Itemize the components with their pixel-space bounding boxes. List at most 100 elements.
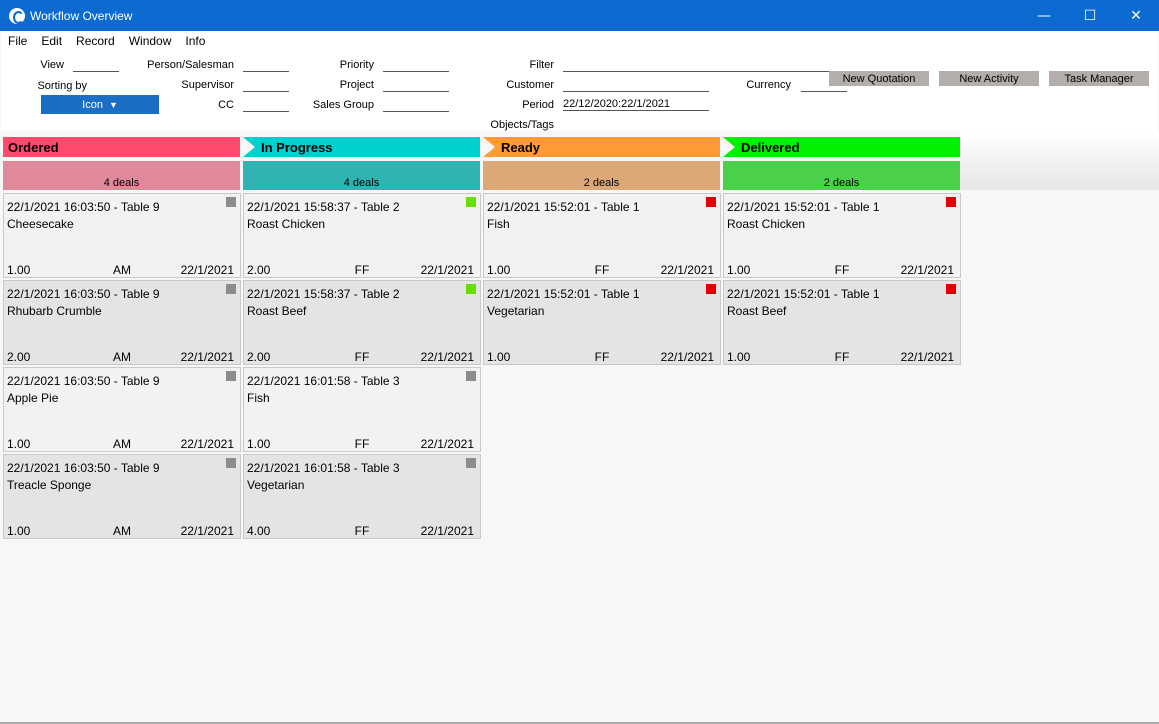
card-person: FF xyxy=(834,263,850,277)
supervisor-field[interactable] xyxy=(243,79,289,92)
card-title: 22/1/2021 15:52:01 - Table 1 xyxy=(487,200,640,214)
card-title: 22/1/2021 15:52:01 - Table 1 xyxy=(727,287,880,301)
new-activity-button[interactable]: New Activity xyxy=(939,71,1039,86)
chevron-down-icon: ▼ xyxy=(108,99,118,110)
filter-field[interactable] xyxy=(563,59,847,72)
card-person: FF xyxy=(834,350,850,364)
filter-label: Filter xyxy=(529,59,554,71)
status-square-icon xyxy=(466,284,476,294)
view-field[interactable] xyxy=(73,59,119,72)
menu-bar: File Edit Record Window Info xyxy=(1,31,1158,51)
sorting-dropdown[interactable]: Icon ▼ xyxy=(41,95,159,114)
card-title: 22/1/2021 15:52:01 - Table 1 xyxy=(727,200,880,214)
column-header-in-progress: In Progress xyxy=(243,137,480,157)
deal-card[interactable]: 22/1/2021 15:52:01 - Table 1 Fish 1.00 FF 22… xyxy=(483,193,721,278)
card-title: 22/1/2021 15:58:37 - Table 2 xyxy=(247,200,400,214)
deal-card[interactable]: 22/1/2021 15:58:37 - Table 2 Roast Chicke… xyxy=(243,193,481,278)
card-date: 22/1/2021 xyxy=(900,350,954,364)
status-square-icon xyxy=(226,458,236,468)
currency-field[interactable] xyxy=(801,79,847,92)
column-title: Delivered xyxy=(741,139,800,155)
deal-card[interactable]: 22/1/2021 16:03:50 - Table 9 Apple Pie 1.0… xyxy=(3,367,241,452)
card-person: AM xyxy=(113,350,131,364)
card-quantity: 1.00 xyxy=(487,350,511,364)
menu-file[interactable]: File xyxy=(8,34,28,48)
supervisor-label: Supervisor xyxy=(181,79,234,91)
objects-label: Objects/Tags xyxy=(490,119,554,131)
deal-card[interactable]: 22/1/2021 16:03:50 - Table 9 Cheesecake 1.… xyxy=(3,193,241,278)
menu-info[interactable]: Info xyxy=(185,34,206,48)
status-square-icon xyxy=(466,371,476,381)
menu-edit[interactable]: Edit xyxy=(41,34,63,48)
period-label: Period xyxy=(522,99,554,111)
maximize-button[interactable]: ☐ xyxy=(1083,7,1097,24)
card-quantity: 2.00 xyxy=(247,263,271,277)
menu-record[interactable]: Record xyxy=(76,34,115,48)
minimize-button[interactable]: — xyxy=(1037,7,1051,24)
customer-field[interactable] xyxy=(563,79,709,92)
person-label: Person/Salesman xyxy=(147,59,234,71)
priority-field[interactable] xyxy=(383,59,449,72)
card-person: AM xyxy=(113,263,131,277)
deal-card[interactable]: 22/1/2021 15:58:37 - Table 2 Roast Beef 2.… xyxy=(243,280,481,365)
title-bar: Workflow Overview — ☐ ✕ xyxy=(0,0,1159,31)
card-item-name: Fish xyxy=(487,217,510,231)
person-field[interactable] xyxy=(243,59,289,72)
app-logo-icon xyxy=(9,7,25,24)
status-square-icon xyxy=(706,284,716,294)
card-quantity: 1.00 xyxy=(247,437,271,451)
cc-label: CC xyxy=(218,99,234,111)
card-quantity: 1.00 xyxy=(7,524,31,538)
column-summary-delivered: 2 deals xyxy=(723,161,960,190)
board-header-fill xyxy=(960,131,1159,190)
column-summary-ordered: 4 deals xyxy=(3,161,240,190)
card-item-name: Apple Pie xyxy=(7,391,59,405)
column-summary-ready: 2 deals xyxy=(483,161,720,190)
workflow-board: Ordered 4 deals 22/1/2021 16:03:50 - Table… xyxy=(0,131,1159,724)
card-item-name: Roast Chicken xyxy=(247,217,326,231)
column-header-ready: Ready xyxy=(483,137,720,157)
status-square-icon xyxy=(226,284,236,294)
card-item-name: Roast Beef xyxy=(727,304,787,318)
card-person: FF xyxy=(354,263,370,277)
status-square-icon xyxy=(226,197,236,207)
card-item-name: Vegetarian xyxy=(247,478,305,492)
card-title: 22/1/2021 16:01:58 - Table 3 xyxy=(247,461,400,475)
column-title: Ready xyxy=(501,139,541,155)
deal-card[interactable]: 22/1/2021 15:52:01 - Table 1 Vegetarian 1.… xyxy=(483,280,721,365)
card-person: AM xyxy=(113,524,131,538)
card-title: 22/1/2021 15:52:01 - Table 1 xyxy=(487,287,640,301)
column-header-delivered: Delivered xyxy=(723,137,960,157)
card-item-name: Roast Beef xyxy=(247,304,307,318)
cc-field[interactable] xyxy=(243,99,289,112)
priority-label: Priority xyxy=(339,59,374,71)
card-quantity: 1.00 xyxy=(727,350,751,364)
card-date: 22/1/2021 xyxy=(660,350,714,364)
card-person: FF xyxy=(594,350,610,364)
card-person: FF xyxy=(354,524,370,538)
new-quotation-button[interactable]: New Quotation xyxy=(829,71,929,86)
card-date: 22/1/2021 xyxy=(180,524,234,538)
salesgroup-field[interactable] xyxy=(383,99,449,112)
deal-card[interactable]: 22/1/2021 16:01:58 - Table 3 Vegetarian 4.… xyxy=(243,454,481,539)
close-button[interactable]: ✕ xyxy=(1130,7,1142,24)
customer-label: Customer xyxy=(506,79,554,91)
project-field[interactable] xyxy=(383,79,449,92)
deal-card[interactable]: 22/1/2021 15:52:01 - Table 1 Roast Chicke… xyxy=(723,193,961,278)
menu-window[interactable]: Window xyxy=(128,34,172,48)
card-quantity: 2.00 xyxy=(7,350,31,364)
filter-header: View Sorting by Icon ▼ Person/Salesman S… xyxy=(1,51,1158,132)
period-field[interactable]: 22/12/2020:22/1/2021 xyxy=(563,98,709,111)
deal-card[interactable]: 22/1/2021 16:03:50 - Table 9 Rhubarb Crum… xyxy=(3,280,241,365)
status-square-icon xyxy=(706,197,716,207)
deal-card[interactable]: 22/1/2021 15:52:01 - Table 1 Roast Beef 1.… xyxy=(723,280,961,365)
card-person: FF xyxy=(594,263,610,277)
deal-card[interactable]: 22/1/2021 16:03:50 - Table 9 Treacle Spon… xyxy=(3,454,241,539)
sorting-label: Sorting by xyxy=(37,80,87,92)
card-title: 22/1/2021 16:03:50 - Table 9 xyxy=(7,461,160,475)
card-date: 22/1/2021 xyxy=(420,263,474,277)
task-manager-button[interactable]: Task Manager xyxy=(1049,71,1149,86)
salesgroup-label: Sales Group xyxy=(312,99,374,111)
card-date: 22/1/2021 xyxy=(180,437,234,451)
deal-card[interactable]: 22/1/2021 16:01:58 - Table 3 Fish 1.00 FF 22… xyxy=(243,367,481,452)
